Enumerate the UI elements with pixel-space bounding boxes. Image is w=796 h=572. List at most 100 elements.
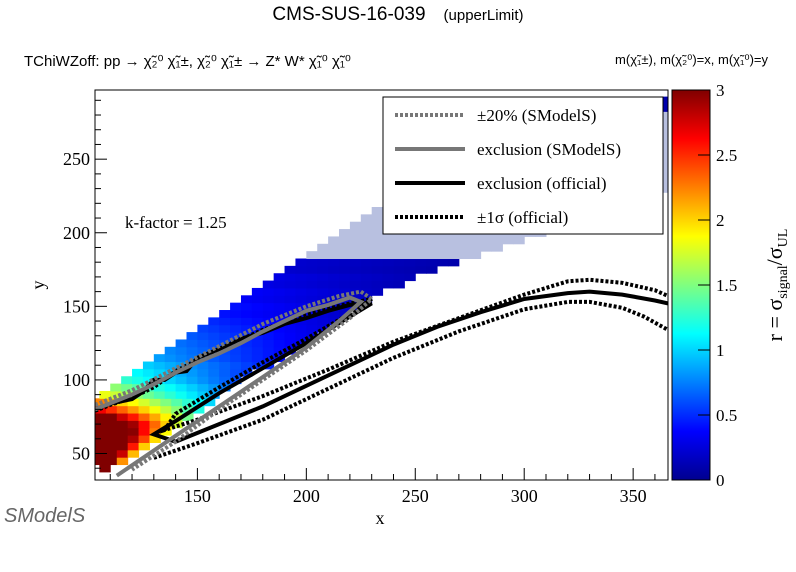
heatmap-cell bbox=[328, 317, 340, 326]
heatmap-cell bbox=[339, 236, 351, 245]
heatmap-cell bbox=[317, 265, 329, 274]
heatmap-cell bbox=[273, 324, 286, 333]
heatmap-cell bbox=[153, 354, 166, 363]
heatmap-cell bbox=[415, 265, 427, 274]
heatmap-cell bbox=[95, 413, 107, 421]
colorbar-tick-label: 1.5 bbox=[716, 276, 737, 295]
heatmap-cell bbox=[160, 398, 172, 407]
heatmap-cell bbox=[138, 420, 150, 429]
heatmap-cell bbox=[230, 346, 242, 355]
heatmap-cell bbox=[447, 251, 460, 260]
chart-title: CMS-SUS-16-039 (upperLimit) bbox=[0, 4, 796, 26]
heatmap-cell bbox=[328, 236, 340, 245]
heatmap-cell bbox=[262, 339, 275, 348]
heatmap-cell bbox=[230, 310, 242, 318]
heatmap-cell bbox=[164, 376, 177, 385]
heatmap-cell bbox=[105, 435, 118, 443]
chart-title-text: CMS-SUS-16-039 bbox=[272, 4, 426, 25]
heatmap-cell bbox=[339, 243, 351, 252]
heatmap-cell bbox=[458, 243, 471, 252]
heatmap-cell bbox=[219, 339, 231, 348]
heatmap-cell bbox=[186, 339, 198, 348]
heatmap-cell bbox=[360, 243, 373, 252]
heatmap-cell bbox=[164, 346, 177, 355]
heatmap-cell bbox=[197, 383, 209, 392]
heatmap-cell bbox=[175, 361, 188, 370]
heatmap-cell bbox=[240, 361, 253, 370]
heatmap-cell bbox=[426, 243, 438, 252]
heatmap-cell bbox=[164, 354, 177, 363]
heatmap-cell bbox=[382, 265, 394, 274]
heatmap-cell bbox=[480, 236, 493, 245]
heatmap-cell bbox=[99, 390, 111, 399]
heatmap-cell bbox=[371, 243, 384, 252]
heatmap-cell bbox=[328, 280, 340, 289]
heatmap-cell bbox=[182, 398, 194, 407]
heatmap-cell bbox=[197, 361, 209, 370]
heatmap-cell bbox=[153, 383, 166, 392]
heatmap-cell bbox=[197, 332, 209, 340]
heatmap-cell bbox=[219, 383, 231, 392]
heatmap-cell bbox=[219, 317, 231, 326]
heatmap-cell bbox=[160, 405, 172, 414]
heatmap-cell bbox=[164, 361, 177, 370]
heatmap-cell bbox=[360, 265, 373, 274]
heatmap-cell bbox=[393, 280, 405, 289]
heatmap-cell bbox=[284, 287, 296, 296]
y-axis: 50 100 150 200 250 bbox=[63, 99, 107, 469]
heatmap-cell bbox=[182, 413, 194, 421]
heatmap-cell bbox=[284, 273, 296, 282]
heatmap-cell bbox=[230, 368, 242, 377]
heatmap-cell bbox=[121, 383, 133, 392]
heatmap-cell bbox=[273, 273, 286, 282]
heatmap-cell bbox=[295, 280, 307, 289]
heatmap-cell bbox=[371, 258, 384, 267]
heatmap-cell bbox=[317, 280, 329, 289]
heatmap-cell bbox=[160, 427, 172, 436]
heatmap-cell bbox=[138, 413, 150, 421]
heatmap-cell bbox=[665, 162, 668, 171]
heatmap-cell bbox=[262, 280, 275, 289]
heatmap-cell bbox=[415, 236, 427, 245]
heatmap-cell bbox=[393, 251, 405, 260]
heatmap-cell bbox=[360, 229, 373, 237]
colorbar-tick-label: 0.5 bbox=[716, 406, 737, 425]
heatmap-cell bbox=[164, 390, 177, 399]
heatmap-cell bbox=[437, 236, 449, 245]
heatmap-cell bbox=[208, 354, 220, 363]
heatmap-cell bbox=[149, 420, 161, 429]
heatmap-cell bbox=[208, 361, 220, 370]
heatmap-cell bbox=[339, 273, 351, 282]
heatmap-cell bbox=[382, 243, 394, 252]
heatmap-cell bbox=[262, 354, 275, 363]
heatmap-cell bbox=[306, 302, 318, 311]
heatmap-cell bbox=[262, 287, 275, 296]
heatmap-cell bbox=[284, 339, 296, 348]
heatmap-cell bbox=[371, 265, 384, 274]
heatmap-cell bbox=[251, 339, 264, 348]
heatmap-cell bbox=[175, 383, 188, 392]
heatmap-cell bbox=[175, 390, 188, 399]
heatmap-cell bbox=[208, 383, 220, 392]
heatmap-cell bbox=[502, 236, 514, 245]
heatmap-cell bbox=[360, 258, 373, 267]
heatmap-cell bbox=[273, 346, 286, 355]
heatmap-cell bbox=[240, 302, 253, 311]
heatmap-cell bbox=[371, 236, 384, 245]
legend-label: ±1σ (official) bbox=[477, 208, 568, 227]
heatmap-cell bbox=[273, 302, 286, 311]
heatmap-cell bbox=[197, 368, 209, 377]
heatmap-cell bbox=[208, 339, 220, 348]
heatmap-cell bbox=[284, 265, 296, 274]
heatmap-cell bbox=[339, 229, 351, 237]
heatmap-cell bbox=[197, 339, 209, 348]
heatmap-cell bbox=[149, 435, 161, 443]
heatmap-cell bbox=[230, 302, 242, 311]
heatmap-cell bbox=[251, 295, 264, 304]
heatmap-cell bbox=[360, 236, 373, 245]
heatmap-cell bbox=[665, 133, 668, 142]
heatmap-cell bbox=[182, 405, 194, 414]
heatmap-cell bbox=[665, 103, 668, 112]
logo-text: SModelS bbox=[4, 505, 86, 527]
heatmap-cell bbox=[230, 376, 242, 385]
